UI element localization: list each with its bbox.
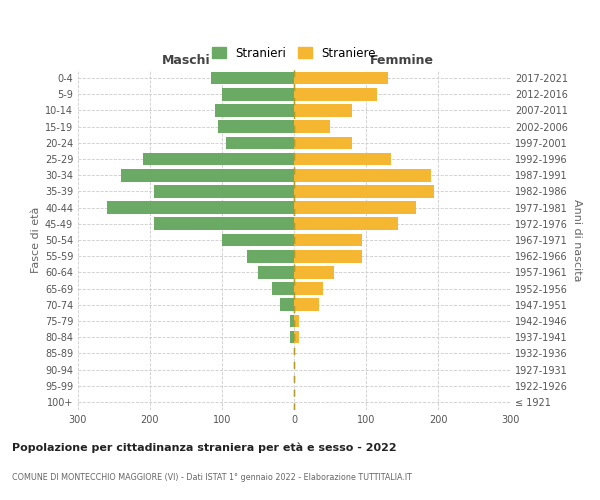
Bar [154,218,294,230]
Bar [247,250,294,262]
Bar [121,169,294,181]
Bar [211,72,294,85]
Bar [107,202,294,214]
Bar [294,136,352,149]
Y-axis label: Fasce di età: Fasce di età [31,207,41,273]
Bar [272,282,294,295]
Bar [143,152,294,166]
Text: COMUNE DI MONTECCHIO MAGGIORE (VI) - Dati ISTAT 1° gennaio 2022 - Elaborazione T: COMUNE DI MONTECCHIO MAGGIORE (VI) - Dat… [12,472,412,482]
Bar [258,266,294,278]
Bar [154,185,294,198]
Bar [294,185,434,198]
Bar [294,72,388,85]
Bar [294,104,352,117]
Bar [290,314,294,328]
Text: Maschi: Maschi [161,54,211,67]
Legend: Stranieri, Straniere: Stranieri, Straniere [207,42,381,64]
Bar [294,88,377,101]
Bar [294,250,362,262]
Bar [222,88,294,101]
Bar [294,169,431,181]
Bar [215,104,294,117]
Bar [294,282,323,295]
Bar [226,136,294,149]
Bar [218,120,294,133]
Bar [294,298,319,311]
Bar [294,234,362,246]
Bar [294,152,391,166]
Bar [294,314,299,328]
Bar [280,298,294,311]
Text: Femmine: Femmine [370,54,434,67]
Bar [290,331,294,344]
Bar [294,331,299,344]
Bar [294,218,398,230]
Bar [294,266,334,278]
Bar [294,120,330,133]
Text: Popolazione per cittadinanza straniera per età e sesso - 2022: Popolazione per cittadinanza straniera p… [12,442,397,453]
Y-axis label: Anni di nascita: Anni di nascita [572,198,582,281]
Bar [222,234,294,246]
Bar [294,202,416,214]
